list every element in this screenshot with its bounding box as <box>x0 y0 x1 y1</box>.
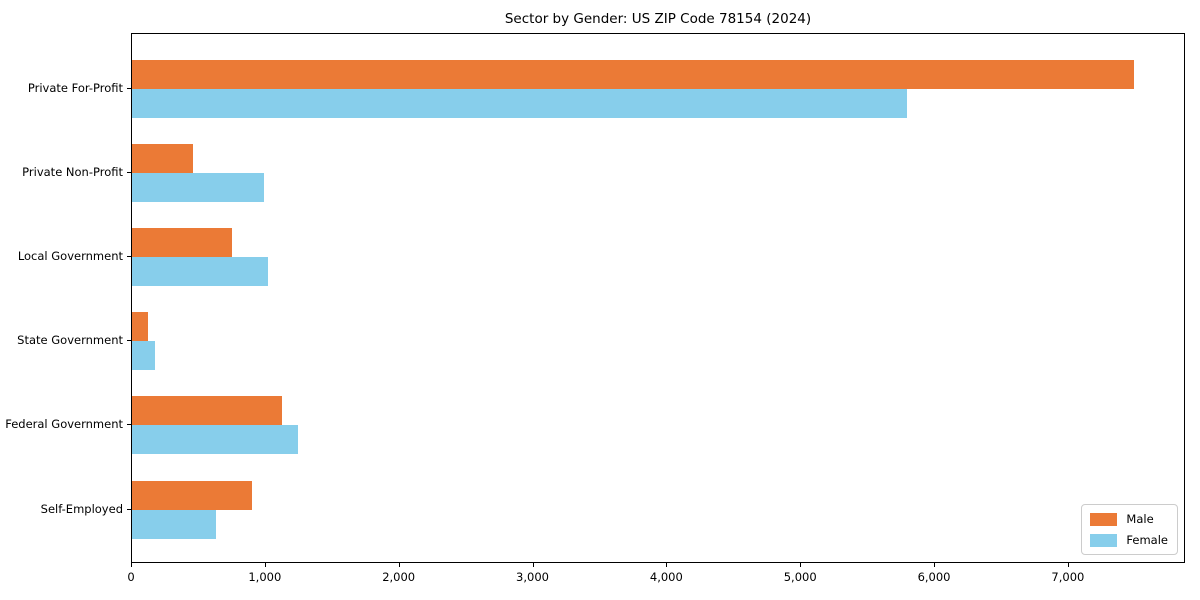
x-tick-mark <box>934 563 936 567</box>
x-tick-label: 7,000 <box>1051 570 1085 584</box>
bar-male-federal-government <box>132 396 282 426</box>
x-tick-mark <box>1067 563 1069 567</box>
x-tick-label: 6,000 <box>917 570 951 584</box>
legend-label: Female <box>1126 533 1168 547</box>
bar-male-state-government <box>132 312 149 342</box>
x-tick-label: 3,000 <box>516 570 549 584</box>
y-tick-label: Federal Government <box>5 417 123 432</box>
x-tick-mark <box>532 563 534 567</box>
legend-label: Male <box>1126 512 1154 526</box>
y-tick-mark <box>127 424 131 426</box>
legend-swatch-icon <box>1090 512 1118 526</box>
y-tick-label: Private For-Profit <box>27 81 123 95</box>
x-tick-label: 0 <box>127 570 135 584</box>
bar-female-private-non-profit <box>132 173 265 203</box>
bar-male-private-non-profit <box>132 144 194 174</box>
y-tick-mark <box>127 88 131 89</box>
y-tick-label: State Government <box>17 333 123 348</box>
y-tick-mark <box>127 508 131 510</box>
y-tick-mark <box>127 172 131 174</box>
x-tick-mark <box>666 563 668 567</box>
bar-male-private-for-profit <box>132 60 1134 89</box>
y-tick-label: Local Government <box>17 249 123 264</box>
bar-female-self-employed <box>132 509 217 539</box>
legend-entry-male: Male <box>1090 512 1168 526</box>
chart-title: Sector by Gender: US ZIP Code 78154 (202… <box>504 11 812 27</box>
legend-entry-female: Female <box>1090 533 1168 547</box>
x-tick-label: 4,000 <box>649 570 683 584</box>
y-tick-mark <box>127 256 131 258</box>
legend: Male Female <box>1081 504 1178 555</box>
x-tick-mark <box>264 563 266 567</box>
plot-area: Male Female <box>131 33 1185 563</box>
bar-male-local-government <box>132 228 233 258</box>
x-tick-label: 1,000 <box>248 570 282 584</box>
legend-swatch-icon <box>1090 533 1118 547</box>
x-tick-mark <box>131 563 132 567</box>
x-tick-label: 2,000 <box>382 570 416 584</box>
y-tick-mark <box>127 340 131 342</box>
y-tick-label: Self-Employed <box>40 501 123 516</box>
bar-female-state-government <box>132 341 155 371</box>
x-tick-label: 5,000 <box>783 570 817 584</box>
bar-female-private-for-profit <box>132 89 907 118</box>
bar-male-self-employed <box>132 480 253 510</box>
bar-female-local-government <box>132 257 269 287</box>
x-tick-mark <box>398 563 400 567</box>
y-axis-labels: Private For-Profit Private Non-Profit Loca… <box>0 33 123 563</box>
bar-female-federal-government <box>132 425 298 455</box>
x-tick-mark <box>800 563 802 567</box>
y-tick-label: Private Non-Profit <box>22 165 123 180</box>
